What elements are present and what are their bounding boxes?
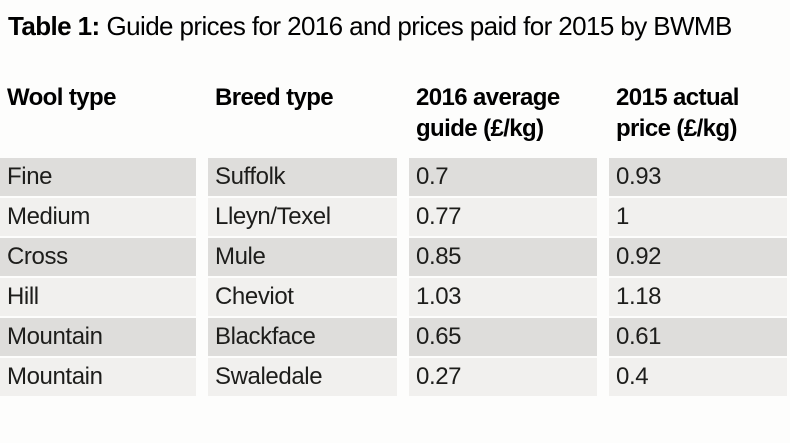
table-cell: Blackface [208, 318, 397, 356]
table-header-row: Wool type Breed type 2016 average guide … [0, 82, 787, 144]
column-header-breed-type: Breed type [215, 84, 334, 111]
table-cell: 1.18 [609, 278, 787, 316]
column-header-2016-guide: 2016 average guide (£/kg) [416, 84, 560, 142]
table-cell: Suffolk [208, 158, 397, 196]
table-row: Hill Cheviot 1.03 1.18 [0, 278, 787, 316]
table-cell: 0.27 [409, 358, 597, 396]
table-cell: Mountain [0, 358, 196, 396]
table-cell: Lleyn/Texel [208, 198, 397, 236]
data-table: Wool type Breed type 2016 average guide … [0, 82, 787, 396]
table-cell: 0.7 [409, 158, 597, 196]
table-cell: Cheviot [208, 278, 397, 316]
table-cell: 0.65 [409, 318, 597, 356]
table-cell: Swaledale [208, 358, 397, 396]
table-row: Mountain Swaledale 0.27 0.4 [0, 358, 787, 396]
table-cell: Cross [0, 238, 196, 276]
table-cell: Mountain [0, 318, 196, 356]
table-body: Fine Suffolk 0.7 0.93 Medium Lleyn/Texel 0.77 1… [0, 158, 787, 396]
table-cell: Fine [0, 158, 196, 196]
table-cell: 0.92 [609, 238, 787, 276]
table-cell: Medium [0, 198, 196, 236]
table-title: Table 1: Guide prices for 2016 and prices… [0, 0, 790, 42]
table-title-text: Guide prices for 2016 and prices paid fo… [106, 11, 733, 41]
table-cell: 1 [609, 198, 787, 236]
table-row: Mountain Blackface 0.65 0.61 [0, 318, 787, 356]
table-cell: 0.85 [409, 238, 597, 276]
column-header-2015-actual: 2015 actual price (£/kg) [616, 84, 739, 142]
table-cell: 1.03 [409, 278, 597, 316]
table-cell: 0.77 [409, 198, 597, 236]
table-cell: Mule [208, 238, 397, 276]
table-title-prefix: Table 1: [8, 11, 100, 41]
table-cell: 0.4 [609, 358, 787, 396]
table-row: Cross Mule 0.85 0.92 [0, 238, 787, 276]
table-cell: Hill [0, 278, 196, 316]
column-header-wool-type: Wool type [7, 84, 116, 111]
table-cell: 0.93 [609, 158, 787, 196]
table-cell: 0.61 [609, 318, 787, 356]
table-row: Fine Suffolk 0.7 0.93 [0, 158, 787, 196]
table-row: Medium Lleyn/Texel 0.77 1 [0, 198, 787, 236]
